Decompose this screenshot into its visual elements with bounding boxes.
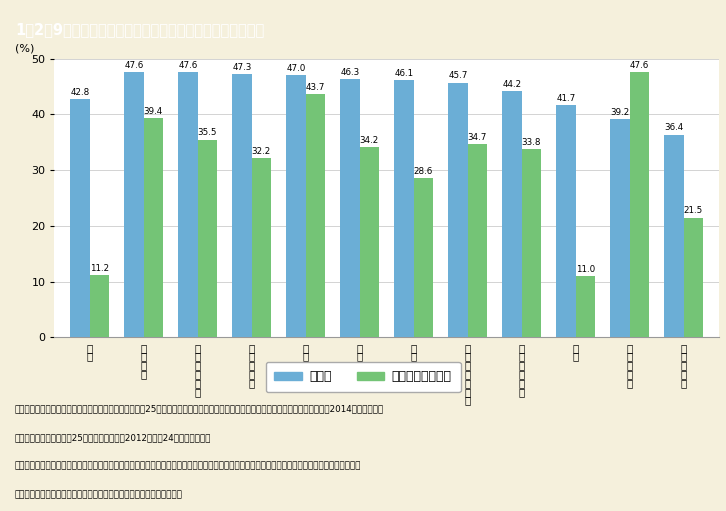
Bar — [89, 275, 109, 337]
Text: 43.7: 43.7 — [306, 83, 325, 91]
Bar — [521, 149, 541, 337]
Legend: 就業者, 管理的職業従事者: 就業者, 管理的職業従事者 — [266, 362, 460, 392]
Text: （備考）１．総務省「労働力調査（基本集計）」（平成25年），独立行政法人労働政策研究・研修機構「データブック国際労働比較2014」より作成。: （備考）１．総務省「労働力調査（基本集計）」（平成25年），独立行政法人労働政策… — [15, 404, 383, 413]
Text: ２．日本は平成25年，その他の国は2012（平成24）年のデータ。: ２．日本は平成25年，その他の国は2012（平成24）年のデータ。 — [15, 433, 211, 442]
Text: 34.2: 34.2 — [359, 135, 379, 145]
Bar — [684, 218, 703, 337]
Text: 28.6: 28.6 — [414, 167, 433, 176]
Text: (%): (%) — [15, 43, 34, 53]
Bar — [359, 147, 379, 337]
Text: 44.2: 44.2 — [502, 80, 521, 89]
Bar — [178, 72, 197, 337]
Bar — [610, 119, 629, 337]
Text: 33.8: 33.8 — [521, 138, 541, 147]
Bar — [448, 83, 468, 337]
Text: 42.8: 42.8 — [70, 88, 89, 97]
Text: 46.1: 46.1 — [394, 69, 413, 78]
Text: 11.0: 11.0 — [576, 265, 595, 274]
Bar — [468, 144, 487, 337]
Text: 11.2: 11.2 — [90, 264, 109, 273]
Text: 36.4: 36.4 — [664, 123, 684, 132]
Text: 34.7: 34.7 — [468, 133, 487, 142]
Bar — [556, 105, 576, 337]
Text: 47.3: 47.3 — [232, 62, 251, 72]
Bar — [197, 140, 217, 337]
Bar — [629, 72, 649, 337]
Bar — [70, 99, 89, 337]
Text: 47.6: 47.6 — [629, 61, 649, 70]
Text: 1－2－9図　就業者及び管理的職業従事者に占める女性割合: 1－2－9図 就業者及び管理的職業従事者に占める女性割合 — [16, 22, 265, 37]
Bar — [340, 79, 359, 337]
Bar — [252, 158, 271, 337]
Text: また，「管理的職業従事者」の定義は国によって異なる。: また，「管理的職業従事者」の定義は国によって異なる。 — [15, 490, 182, 499]
Text: 47.6: 47.6 — [178, 61, 197, 70]
Bar — [414, 178, 433, 337]
Bar — [124, 72, 144, 337]
Text: ３．総務省「労働力調査」では，「管理的職業従事者」とは，就業者のうち，会社役員，企業の課長相当職以上，管理的公務員等をいう。: ３．総務省「労働力調査」では，「管理的職業従事者」とは，就業者のうち，会社役員，… — [15, 461, 361, 471]
Text: 47.6: 47.6 — [124, 61, 144, 70]
Text: 32.2: 32.2 — [252, 147, 271, 156]
Text: 46.3: 46.3 — [340, 68, 359, 77]
Bar — [502, 91, 521, 337]
Bar — [286, 76, 306, 337]
Text: 35.5: 35.5 — [197, 128, 217, 137]
Text: 39.4: 39.4 — [144, 107, 163, 115]
Bar — [144, 118, 163, 337]
Text: 41.7: 41.7 — [556, 94, 576, 103]
Bar — [576, 276, 595, 337]
Text: 45.7: 45.7 — [448, 72, 468, 81]
Text: 21.5: 21.5 — [684, 206, 703, 215]
Bar — [232, 74, 252, 337]
Bar — [394, 81, 414, 337]
Bar — [664, 134, 684, 337]
Text: 47.0: 47.0 — [286, 64, 306, 73]
Text: 39.2: 39.2 — [611, 108, 629, 117]
Bar — [306, 94, 325, 337]
